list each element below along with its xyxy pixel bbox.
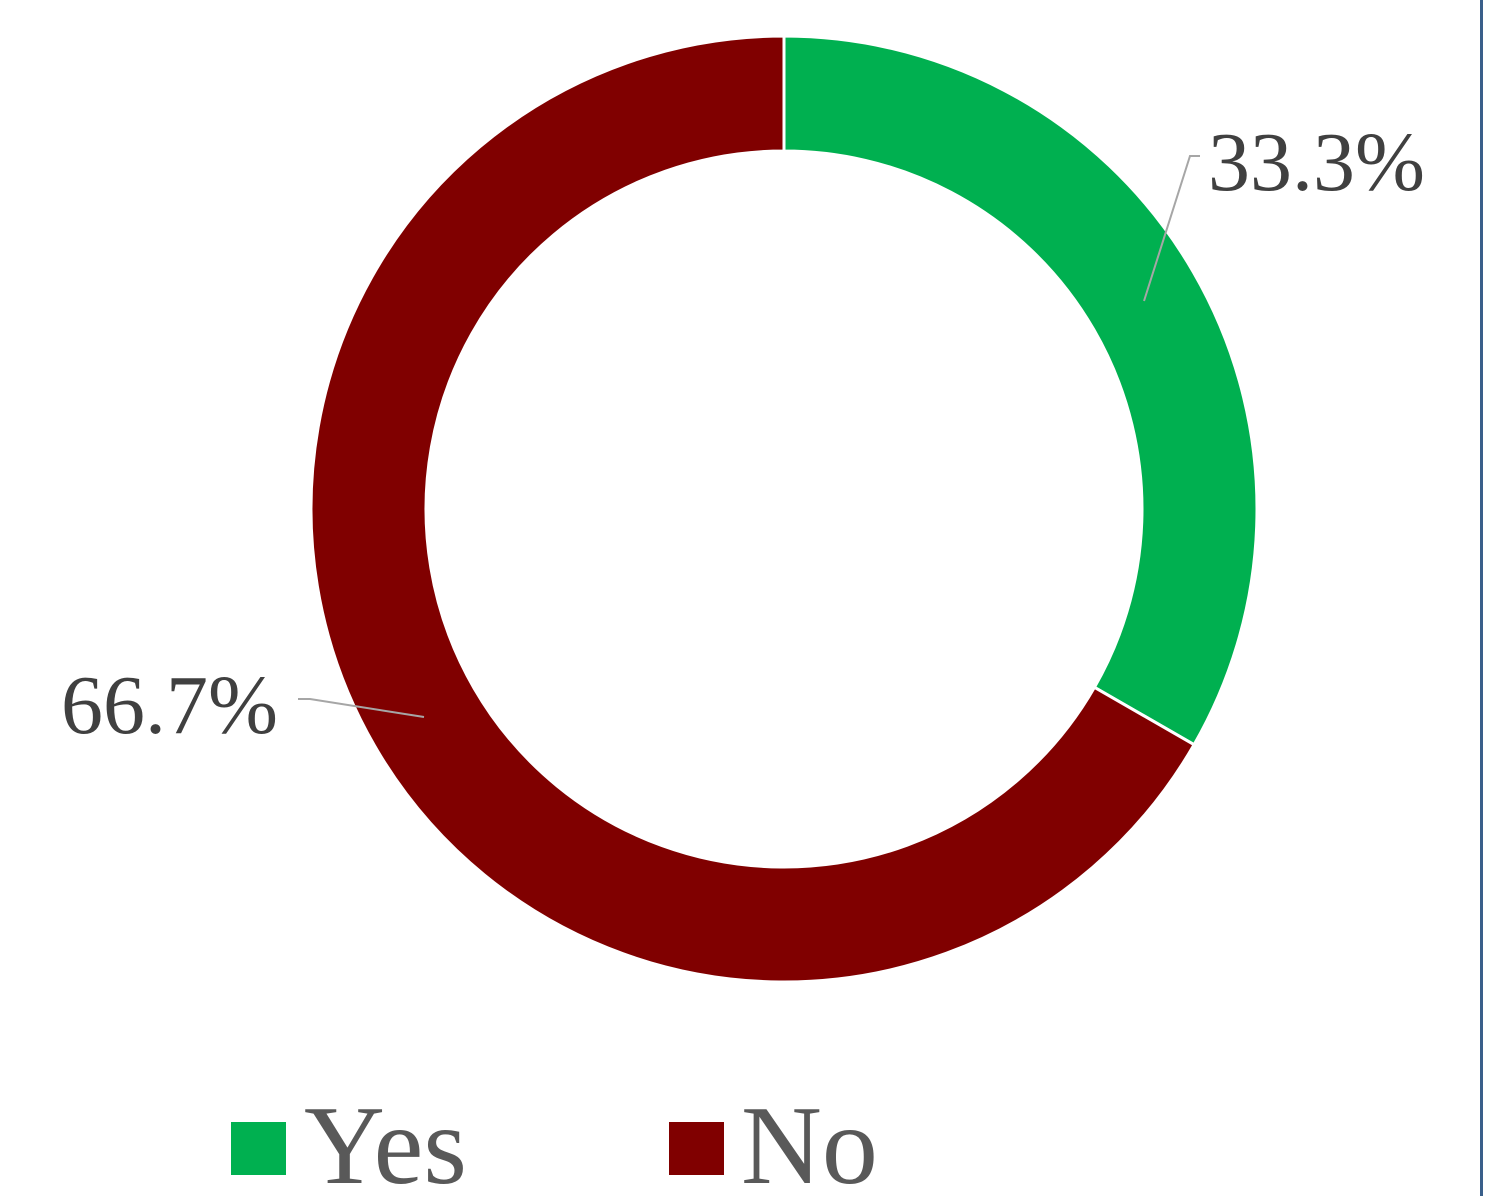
data-label-yes: 33.3% (1208, 116, 1425, 209)
slice-no (309, 34, 1197, 984)
legend: Yes No (231, 1084, 878, 1196)
slices-group (309, 34, 1259, 984)
legend-swatch-no (669, 1122, 724, 1175)
legend-label-no: No (741, 1084, 878, 1196)
frame-border (1480, 0, 1483, 1196)
data-labels-group: 33.3% 66.7% (61, 116, 1425, 752)
leader-line-no (298, 698, 425, 718)
legend-label-yes: Yes (304, 1084, 467, 1196)
leader-lines-group (298, 155, 1200, 718)
slice-yes (782, 34, 1259, 747)
data-label-no: 66.7% (61, 659, 278, 752)
legend-swatch-yes (231, 1122, 286, 1175)
leader-line-yes (1143, 155, 1200, 302)
